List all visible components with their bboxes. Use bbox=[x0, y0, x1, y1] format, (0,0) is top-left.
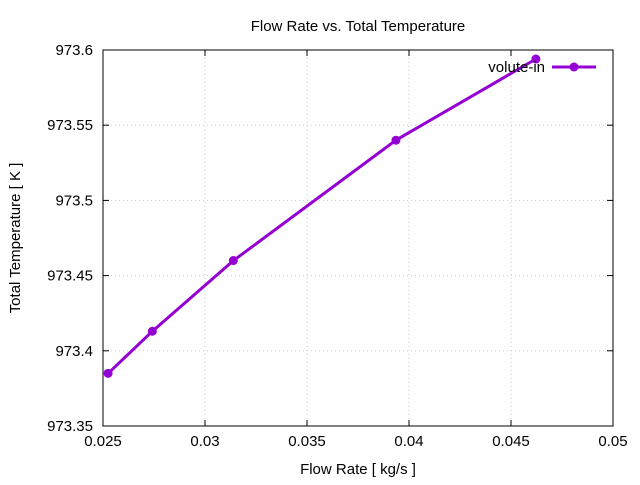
y-axis-label: Total Temperature [ K ] bbox=[7, 163, 24, 314]
series-line bbox=[107, 57, 537, 375]
grid bbox=[103, 50, 613, 426]
x-tick-label: 0.045 bbox=[492, 433, 530, 450]
x-tick-label: 0.05 bbox=[598, 433, 627, 450]
chart-title: Flow Rate vs. Total Temperature bbox=[251, 18, 466, 35]
y-tick-label: 973.6 bbox=[55, 42, 93, 59]
x-tick-label: 0.035 bbox=[288, 433, 326, 450]
data-point bbox=[391, 135, 401, 145]
y-tick-label: 973.45 bbox=[47, 268, 93, 285]
legend: volute-in bbox=[488, 59, 596, 76]
x-axis-label: Flow Rate [ kg/s ] bbox=[300, 461, 416, 478]
data-point bbox=[228, 256, 238, 266]
y-tick-label: 973.4 bbox=[55, 343, 93, 360]
x-tick-label: 0.025 bbox=[84, 433, 122, 450]
y-tick-label: 973.35 bbox=[47, 418, 93, 435]
plot-frame bbox=[102, 49, 614, 427]
y-tick-label: 973.55 bbox=[47, 117, 93, 134]
x-tick-label: 0.03 bbox=[190, 433, 219, 450]
x-tick-label: 0.04 bbox=[394, 433, 423, 450]
data-point bbox=[103, 368, 113, 378]
series bbox=[103, 54, 541, 378]
legend-label: volute-in bbox=[488, 59, 545, 76]
legend-marker bbox=[569, 62, 579, 72]
axis-ticks: 0.025 0.03 0.035 0.04 0.045 0.05 973.35 973.4 97… bbox=[47, 42, 627, 450]
y-tick-label: 973.5 bbox=[55, 192, 93, 209]
data-point bbox=[147, 326, 157, 336]
data-point bbox=[531, 54, 541, 64]
